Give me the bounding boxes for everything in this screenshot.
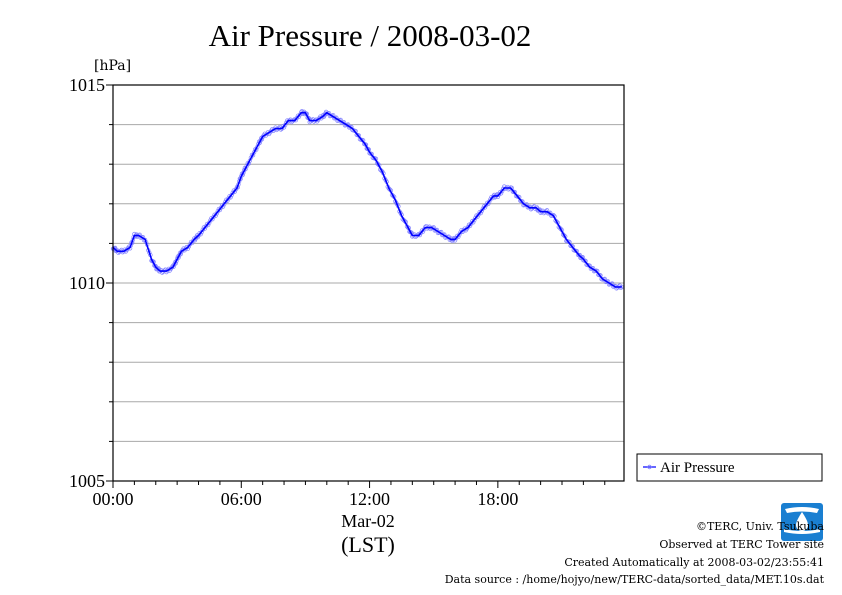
- y-tick-label: 1010: [69, 273, 105, 293]
- data-point: [479, 208, 484, 214]
- chart-title: Air Pressure / 2008-03-02: [209, 18, 532, 53]
- data-point: [218, 205, 224, 210]
- data-point: [214, 211, 219, 216]
- series-air-pressure: [110, 109, 625, 291]
- footer-created: Created Automatically at 2008-03-02/23:5…: [564, 556, 824, 569]
- x-tick-label: 06:00: [221, 489, 262, 509]
- data-point: [278, 127, 283, 132]
- legend-box: [636, 453, 823, 482]
- x-axis-ticks: 00:00 06:00 12:00 18:00: [92, 481, 606, 509]
- data-point: [297, 112, 303, 117]
- y-tick-label: 1005: [69, 471, 105, 491]
- data-point: [476, 212, 481, 217]
- x-axis-label: (LST): [341, 532, 395, 557]
- footer-observed: Observed at TERC Tower site: [659, 538, 824, 551]
- data-point: [473, 215, 478, 220]
- data-point: [230, 190, 235, 195]
- footer-copyright: ©TERC, Univ. Tsukuba: [695, 520, 824, 533]
- y-tick-label: 1015: [69, 75, 105, 95]
- data-point: [229, 192, 234, 198]
- y-axis-ticks: 1005 1010 1015: [69, 75, 113, 491]
- data-point: [208, 218, 213, 223]
- data-point: [418, 230, 424, 235]
- grid-lines: [113, 124, 624, 442]
- data-point: [207, 220, 212, 225]
- data-point: [554, 219, 559, 224]
- legend-marker-swatch: [647, 464, 652, 470]
- series-line-air-pressure: [112, 111, 622, 288]
- x-tick-label: 00:00: [92, 489, 133, 509]
- data-point: [200, 227, 205, 232]
- data-point: [465, 224, 471, 230]
- terc-logo-icon: [781, 503, 823, 541]
- data-point: [458, 230, 463, 235]
- data-point: [294, 115, 300, 121]
- legend-label-air-pressure: Air Pressure: [660, 460, 735, 476]
- data-point: [186, 244, 192, 249]
- data-point: [199, 229, 204, 235]
- data-point: [284, 120, 289, 125]
- data-point: [223, 199, 228, 205]
- data-point: [226, 196, 231, 201]
- data-point: [211, 214, 216, 220]
- data-point: [454, 235, 459, 241]
- x-axis-date-label: Mar-02: [341, 511, 395, 531]
- data-point: [187, 242, 193, 247]
- data-point: [375, 162, 381, 167]
- data-point: [618, 285, 623, 291]
- x-tick-label: 18:00: [477, 489, 518, 509]
- terc-logo: [781, 503, 823, 541]
- data-point: [203, 224, 209, 229]
- data-point: [480, 206, 486, 211]
- footer-source: Data source : /home/hojyo/new/TERC-data/…: [444, 573, 824, 586]
- data-point: [215, 209, 220, 214]
- y-axis-unit-label: [hPa]: [94, 58, 131, 74]
- x-tick-label: 12:00: [349, 489, 390, 509]
- data-point: [390, 193, 396, 199]
- data-point: [222, 202, 227, 207]
- data-point: [483, 202, 489, 208]
- data-point: [561, 233, 567, 238]
- data-point: [488, 197, 493, 202]
- data-point: [496, 192, 502, 197]
- data-point: [282, 122, 288, 128]
- data-point: [468, 221, 474, 226]
- data-point: [191, 238, 196, 243]
- data-point: [487, 199, 492, 204]
- data-point: [196, 233, 201, 238]
- legend: Air Pressure: [636, 453, 823, 482]
- data-point: [499, 188, 505, 194]
- data-point: [457, 232, 462, 237]
